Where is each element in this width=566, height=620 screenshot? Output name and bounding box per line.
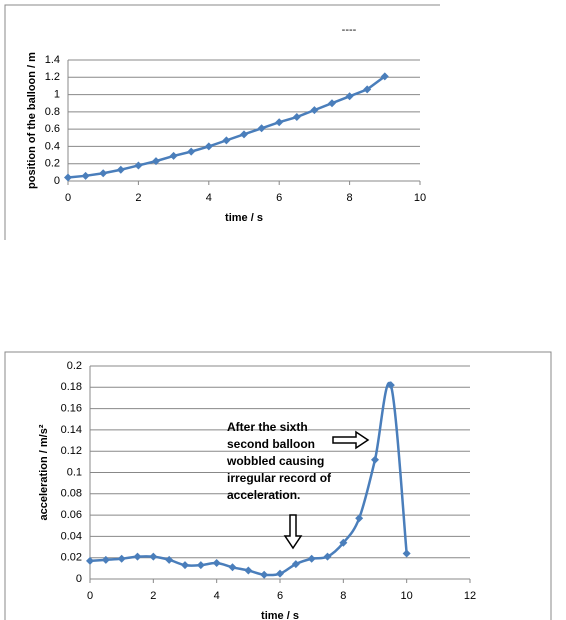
x-tick-label: 6: [277, 590, 283, 602]
point: [402, 549, 411, 558]
y-tick-label: 1: [54, 88, 60, 100]
y-tick-label: 1.2: [45, 71, 60, 83]
point: [165, 555, 174, 564]
series-line: [67, 75, 386, 179]
right-arrow: [332, 430, 370, 450]
frame: [4, 4, 440, 240]
x-tick-label: 0: [65, 192, 71, 204]
point: [117, 554, 126, 563]
y-tick-label: 1.4: [45, 54, 60, 66]
x-tick-label: 10: [401, 590, 413, 602]
y-axis-label: acceleration / m/s²: [38, 424, 50, 520]
y-tick-label: 0: [76, 573, 82, 585]
point: [345, 92, 354, 101]
point: [323, 552, 332, 561]
point: [355, 514, 364, 523]
point: [133, 552, 142, 561]
x-axis-label: time / s: [225, 212, 263, 224]
y-tick-label: 0.8: [45, 106, 60, 118]
x-tick-label: 8: [340, 590, 346, 602]
y-tick-label: 0.4: [45, 140, 60, 152]
point: [244, 566, 253, 575]
point: [181, 561, 189, 570]
annotation-line: wobbled causing: [226, 454, 324, 468]
point: [169, 151, 178, 160]
point: [99, 169, 108, 178]
point: [291, 560, 300, 569]
y-tick-label: 0.2: [67, 360, 82, 372]
point: [222, 136, 231, 145]
point: [386, 381, 395, 390]
point: [292, 113, 301, 122]
point: [212, 559, 221, 568]
point: [371, 455, 379, 464]
point: [240, 130, 248, 139]
y-tick-label: 0.2: [45, 158, 60, 170]
y-tick-label: 0.18: [61, 381, 82, 393]
annotation-line: After the sixth: [227, 420, 308, 434]
point: [149, 552, 158, 561]
point: [328, 99, 336, 108]
point: [228, 563, 237, 572]
y-tick-label: 0.08: [61, 488, 82, 500]
x-tick-label: 0: [87, 590, 93, 602]
point: [363, 85, 372, 94]
arrows: [283, 430, 370, 550]
annotation-line: acceleration.: [227, 488, 300, 502]
point: [86, 556, 94, 565]
point: [310, 106, 319, 115]
x-tick-label: 2: [150, 590, 156, 602]
point: [275, 118, 284, 127]
point: [81, 171, 90, 180]
point: [339, 538, 348, 547]
series-line: [89, 381, 408, 577]
y-tick-label: 0.6: [45, 123, 60, 135]
frame: [4, 351, 552, 620]
x-tick-label: 2: [135, 192, 141, 204]
y-axis-label: position of the balloon / m: [26, 52, 38, 189]
y-tick-label: 0.04: [61, 530, 82, 542]
y-tick-label: 0.12: [61, 445, 82, 457]
frames: [4, 4, 552, 620]
y-tick-label: 0: [54, 175, 60, 187]
point: [134, 161, 143, 170]
point: [380, 72, 389, 81]
annotation-line: irregular record of: [227, 471, 332, 485]
point: [64, 173, 72, 182]
annotation-line: second balloon: [227, 437, 315, 451]
point: [260, 570, 269, 579]
point: [152, 157, 160, 166]
y-tick-label: 0.02: [61, 552, 82, 564]
x-tick-label: 12: [464, 590, 476, 602]
y-tick-label: 0.16: [61, 403, 82, 415]
point: [307, 554, 316, 563]
point: [116, 165, 125, 174]
point: [196, 561, 205, 570]
annotation: ----: [342, 24, 357, 36]
x-tick-label: 8: [347, 192, 353, 204]
y-tick-label: 0.1: [67, 466, 82, 478]
down-arrow: [283, 514, 303, 550]
x-tick-label: 10: [414, 192, 426, 204]
x-tick-label: 4: [206, 192, 212, 204]
point: [276, 569, 284, 578]
x-tick-label: 4: [214, 590, 220, 602]
y-tick-label: 0.14: [61, 424, 82, 436]
point: [257, 124, 266, 133]
x-tick-label: 6: [276, 192, 282, 204]
y-tick-label: 0.06: [61, 509, 82, 521]
x-axis-label: time / s: [261, 610, 299, 620]
point: [204, 142, 213, 151]
point: [187, 147, 196, 156]
point: [101, 555, 110, 564]
